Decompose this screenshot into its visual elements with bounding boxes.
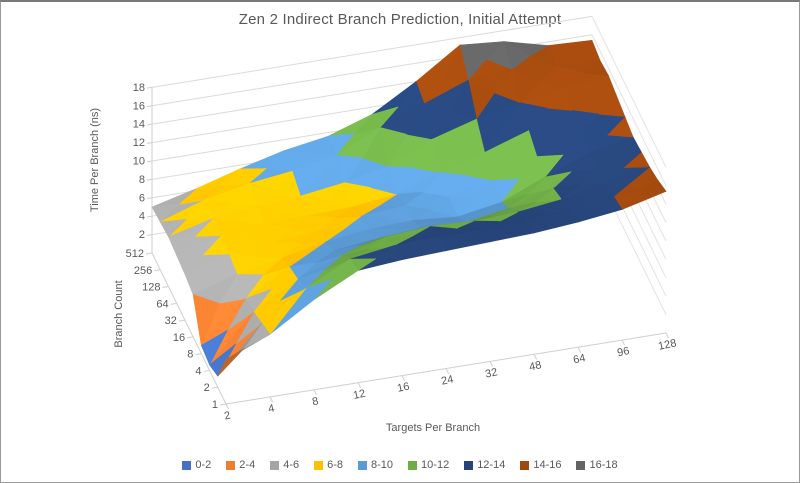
time-tick-label: 18 bbox=[133, 82, 145, 94]
targets-tick-label: 16 bbox=[396, 381, 410, 395]
time-tick-label: 16 bbox=[133, 100, 145, 112]
legend-item-6-8[interactable]: 6-8 bbox=[314, 459, 343, 471]
legend-swatch-icon bbox=[576, 460, 586, 470]
branch-tick-label: 256 bbox=[134, 265, 152, 277]
value-axis-ticks: 2 4 6 8 10 12 14 16 18 bbox=[133, 82, 153, 241]
branch-tick-label: 4 bbox=[195, 365, 201, 377]
time-tick-label: 4 bbox=[139, 211, 145, 223]
branch-tick-label: 64 bbox=[156, 298, 168, 310]
branch-tick-label: 512 bbox=[126, 248, 144, 260]
legend-label: 14-16 bbox=[533, 459, 562, 471]
legend-swatch-icon bbox=[182, 460, 192, 470]
time-tick-label: 2 bbox=[139, 229, 145, 241]
targets-tick-label: 64 bbox=[572, 352, 586, 366]
legend-item-10-12[interactable]: 10-12 bbox=[408, 459, 449, 471]
legend-swatch-icon bbox=[408, 460, 418, 470]
legend-item-8-10[interactable]: 8-10 bbox=[358, 459, 393, 471]
legend-label: 12-14 bbox=[477, 459, 506, 471]
legend-label: 4-6 bbox=[283, 459, 300, 471]
targets-tick-label: 32 bbox=[484, 366, 498, 380]
y-axis-title: Branch Count bbox=[113, 280, 125, 347]
legend-item-14-16[interactable]: 14-16 bbox=[520, 459, 561, 471]
legend-item-12-14[interactable]: 12-14 bbox=[464, 459, 505, 471]
targets-tick-label: 2 bbox=[223, 410, 231, 423]
legend-swatch-icon bbox=[270, 460, 280, 470]
legend-swatch-icon bbox=[464, 460, 474, 470]
time-tick-label: 6 bbox=[139, 192, 145, 204]
legend-item-16-18[interactable]: 16-18 bbox=[576, 459, 618, 471]
z-axis-title: Time Per Branch (ns) bbox=[89, 108, 101, 212]
time-tick-label: 12 bbox=[133, 137, 145, 149]
legend-item-4-6[interactable]: 4-6 bbox=[270, 459, 299, 471]
time-tick-label: 10 bbox=[133, 155, 145, 167]
time-tick-label: 14 bbox=[133, 119, 145, 131]
legend-label: 2-4 bbox=[239, 459, 256, 471]
branch-tick-label: 128 bbox=[142, 282, 160, 294]
legend-label: 8-10 bbox=[371, 459, 394, 471]
branch-tick-label: 8 bbox=[187, 349, 193, 361]
legend-swatch-icon bbox=[314, 460, 324, 470]
branch-tick-label: 16 bbox=[173, 332, 185, 344]
legend-item-2-4[interactable]: 2-4 bbox=[226, 459, 255, 471]
targets-tick-label: 48 bbox=[528, 359, 542, 373]
legend-label: 6-8 bbox=[327, 459, 344, 471]
targets-tick-label: 4 bbox=[267, 402, 275, 415]
legend-label: 0-2 bbox=[195, 459, 212, 471]
branch-tick-label: 2 bbox=[204, 382, 210, 394]
targets-tick-label: 8 bbox=[311, 395, 319, 408]
surface-mesh bbox=[151, 39, 667, 377]
legend-swatch-icon bbox=[358, 460, 368, 470]
branch-tick-label: 32 bbox=[165, 315, 177, 327]
branch-tick-label: 1 bbox=[212, 399, 218, 411]
legend-swatch-icon bbox=[520, 460, 530, 470]
chart-title: Zen 2 Indirect Branch Prediction, Initia… bbox=[238, 11, 562, 28]
legend-item-0-2[interactable]: 0-2 bbox=[182, 459, 211, 471]
targets-tick-label: 96 bbox=[616, 345, 630, 359]
legend-swatch-icon bbox=[226, 460, 236, 470]
legend-label: 16-18 bbox=[589, 459, 618, 471]
x-axis-title: Targets Per Branch bbox=[386, 422, 480, 434]
targets-tick-label: 128 bbox=[657, 337, 677, 353]
targets-axis-ticks: 248 12 16 24 32 48 64 96 128 bbox=[223, 332, 678, 423]
time-tick-label: 8 bbox=[139, 174, 145, 186]
legend-label: 10-12 bbox=[421, 459, 450, 471]
chart-legend: 0-2 2-4 4-6 6-8 8-10 10-12 12-14 14-16 16-18 bbox=[1, 459, 799, 471]
targets-tick-label: 24 bbox=[440, 373, 454, 387]
targets-tick-label: 12 bbox=[352, 388, 366, 402]
